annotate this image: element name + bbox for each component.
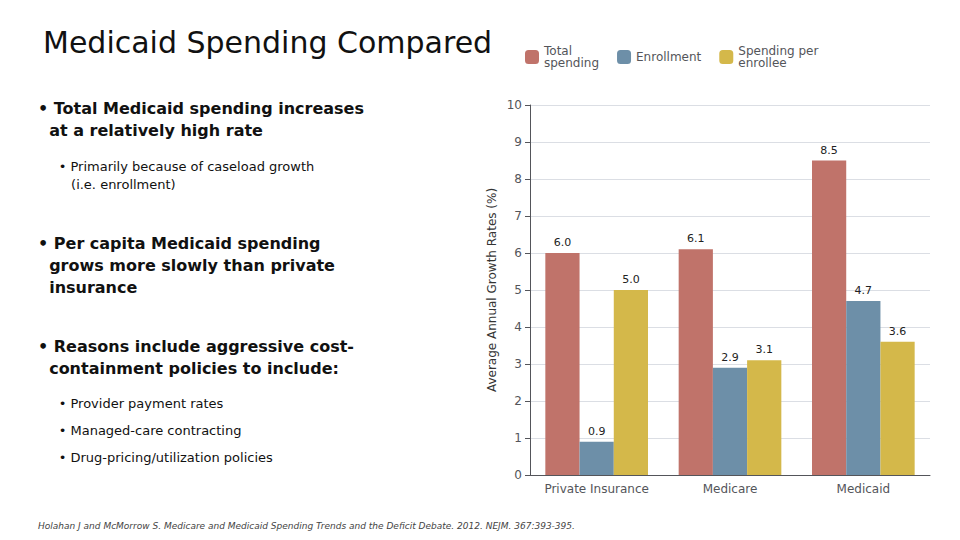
svg-text:Private Insurance: Private Insurance (544, 482, 649, 496)
svg-text:3.1: 3.1 (755, 343, 773, 356)
svg-text:2: 2 (514, 394, 522, 408)
svg-text:Spending per: Spending per (738, 44, 819, 58)
svg-text:0: 0 (514, 468, 522, 482)
svg-text:Medicaid: Medicaid (837, 482, 891, 496)
svg-text:(i.e. enrollment): (i.e. enrollment) (38, 177, 176, 192)
svg-text:• Provider payment rates: • Provider payment rates (38, 396, 224, 411)
svg-text:Enrollment: Enrollment (636, 50, 702, 64)
svg-text:4.7: 4.7 (855, 284, 873, 297)
svg-text:insurance: insurance (38, 278, 137, 297)
svg-text:Holahan J and McMorrow S. Medi: Holahan J and McMorrow S. Medicare and M… (38, 521, 575, 531)
svg-text:Medicare: Medicare (703, 482, 758, 496)
svg-text:10: 10 (507, 98, 522, 112)
svg-text:Medicaid Spending Compared: Medicaid Spending Compared (43, 25, 492, 60)
svg-text:5.0: 5.0 (622, 273, 640, 286)
svg-text:5: 5 (514, 283, 522, 297)
svg-text:Total: Total (544, 44, 572, 58)
svg-text:• Reasons include aggressive c: • Reasons include aggressive cost- (38, 337, 354, 356)
svg-text:• Total Medicaid spending incr: • Total Medicaid spending increases (38, 99, 364, 118)
svg-text:spending: spending (544, 56, 599, 70)
svg-text:8.5: 8.5 (820, 144, 838, 157)
svg-text:6.0: 6.0 (554, 236, 572, 249)
svg-text:8: 8 (514, 172, 522, 186)
svg-text:6: 6 (514, 246, 522, 260)
svg-text:2.9: 2.9 (721, 351, 739, 364)
svg-text:1: 1 (514, 431, 522, 445)
svg-text:Average Annual Growth Rates (%: Average Annual Growth Rates (%) (485, 188, 499, 392)
svg-text:3: 3 (514, 357, 522, 371)
svg-text:at a relatively high rate: at a relatively high rate (38, 121, 263, 140)
svg-text:0.9: 0.9 (588, 425, 606, 438)
svg-text:7: 7 (514, 209, 522, 223)
svg-text:3.6: 3.6 (889, 325, 907, 338)
svg-text:grows more slowly than private: grows more slowly than private (38, 256, 335, 275)
svg-text:enrollee: enrollee (738, 56, 786, 70)
svg-text:• Primarily because of caseloa: • Primarily because of caseload growth (38, 159, 314, 174)
svg-text:4: 4 (514, 320, 522, 334)
svg-text:9: 9 (514, 135, 522, 149)
svg-text:6.1: 6.1 (687, 232, 705, 245)
svg-text:containment policies to includ: containment policies to include: (38, 359, 339, 378)
svg-text:• Per capita Medicaid spending: • Per capita Medicaid spending (38, 234, 321, 253)
svg-text:• Drug-pricing/utilization pol: • Drug-pricing/utilization policies (38, 450, 273, 465)
svg-text:• Managed-care contracting: • Managed-care contracting (38, 423, 241, 438)
